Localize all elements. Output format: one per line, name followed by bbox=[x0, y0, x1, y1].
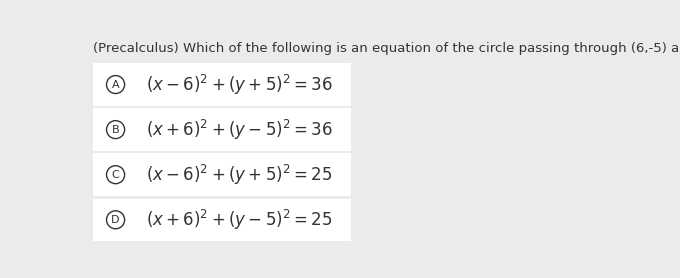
Text: D: D bbox=[112, 215, 120, 225]
Text: B: B bbox=[112, 125, 120, 135]
FancyBboxPatch shape bbox=[93, 198, 351, 241]
Text: $(x-6)^2+(y+5)^2=25$: $(x-6)^2+(y+5)^2=25$ bbox=[146, 163, 332, 187]
FancyBboxPatch shape bbox=[93, 63, 351, 106]
FancyBboxPatch shape bbox=[93, 153, 351, 196]
FancyBboxPatch shape bbox=[93, 108, 351, 151]
Text: C: C bbox=[112, 170, 120, 180]
Text: $(x+6)^2+(y-5)^2=36$: $(x+6)^2+(y-5)^2=36$ bbox=[146, 118, 333, 142]
Text: (Precalculus) Which of the following is an equation of the circle passing throug: (Precalculus) Which of the following is … bbox=[93, 42, 680, 55]
Text: $(x-6)^2+(y+5)^2=36$: $(x-6)^2+(y+5)^2=36$ bbox=[146, 73, 333, 96]
Text: $(x+6)^2+(y-5)^2=25$: $(x+6)^2+(y-5)^2=25$ bbox=[146, 208, 332, 232]
Text: A: A bbox=[112, 80, 120, 90]
